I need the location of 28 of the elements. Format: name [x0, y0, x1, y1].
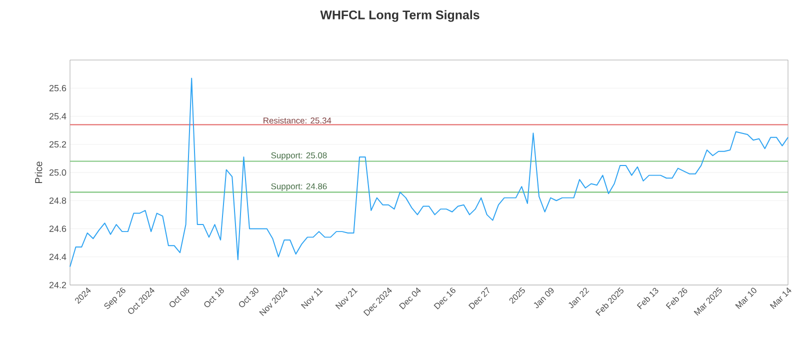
- x-tick-label: Mar 10: [735, 288, 756, 310]
- y-tick-label: 25.0: [49, 169, 66, 176]
- x-tick-label: Oct 30: [239, 288, 258, 308]
- x-tick-label: Nov 21: [335, 288, 358, 310]
- x-tick-label: Mar 14: [770, 287, 792, 309]
- ref-line-label: Support: 25.08: [271, 152, 327, 160]
- chart-title: WHFCL Long Term Signals: [320, 10, 480, 22]
- ref-line-label: Support: 24.86: [271, 183, 327, 191]
- x-tick-label: Dec 27: [468, 287, 490, 310]
- y-axis-title: Price: [34, 162, 42, 184]
- y-tick-label: 24.4: [49, 254, 66, 260]
- x-tick-label: Feb 13: [636, 288, 658, 310]
- x-tick-label: Jan 09: [534, 288, 554, 308]
- x-tick-label: Oct 08: [170, 288, 190, 308]
- x-tick-label: Oct 18: [204, 288, 224, 308]
- ref-line-label: Resistance: 25.34: [264, 117, 332, 124]
- y-tick-label: 25.4: [49, 113, 66, 120]
- x-tick-label: Dec 04: [398, 288, 421, 310]
- x-tick-label: Jan 22: [568, 288, 590, 308]
- y-tick-label: 25.2: [49, 141, 66, 148]
- y-tick-label: 24.6: [49, 226, 66, 232]
- y-tick-label: 24.8: [49, 197, 66, 204]
- x-tick-label: Feb 26: [666, 288, 688, 310]
- x-tick-label: Sep 26: [104, 288, 126, 309]
- y-tick-label: 24.2: [49, 282, 66, 288]
- x-tick-label: Nov 11: [300, 288, 323, 309]
- y-tick-label: 25.6: [49, 84, 66, 92]
- x-tick-label: Dec 16: [434, 288, 456, 310]
